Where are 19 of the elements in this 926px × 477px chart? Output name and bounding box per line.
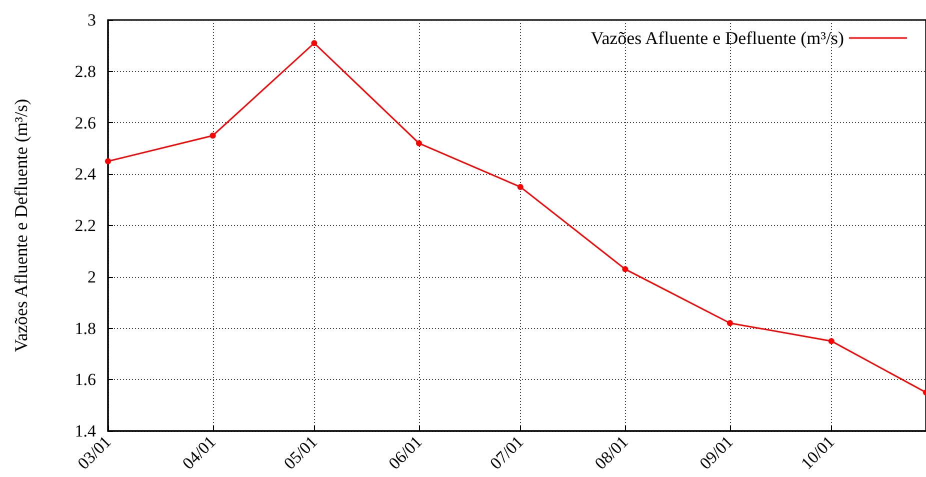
y-tick-label: 2.4 <box>74 164 96 184</box>
point <box>726 320 733 326</box>
y-tick-label: 1.4 <box>74 422 96 440</box>
y-tick-label: 1.6 <box>74 370 96 390</box>
y-tick-label: 2.6 <box>74 113 96 132</box>
y-tick-label: 1.8 <box>74 318 96 338</box>
point <box>622 266 628 272</box>
point <box>311 40 318 46</box>
y-tick-label: 2.8 <box>74 62 96 81</box>
point <box>828 338 834 344</box>
point <box>517 184 524 190</box>
point <box>105 158 111 164</box>
y-axis-title: Vazões Afluente e Defluente (m³/s) <box>11 98 31 352</box>
y-tick-label: 2 <box>88 267 96 286</box>
point <box>210 132 216 139</box>
point <box>416 140 422 146</box>
legend-label: Vazões Afluente e Defluente (m³/s) <box>590 28 844 48</box>
y-tick-label: 3 <box>88 10 96 30</box>
y-tick-label: 2.2 <box>74 216 96 235</box>
